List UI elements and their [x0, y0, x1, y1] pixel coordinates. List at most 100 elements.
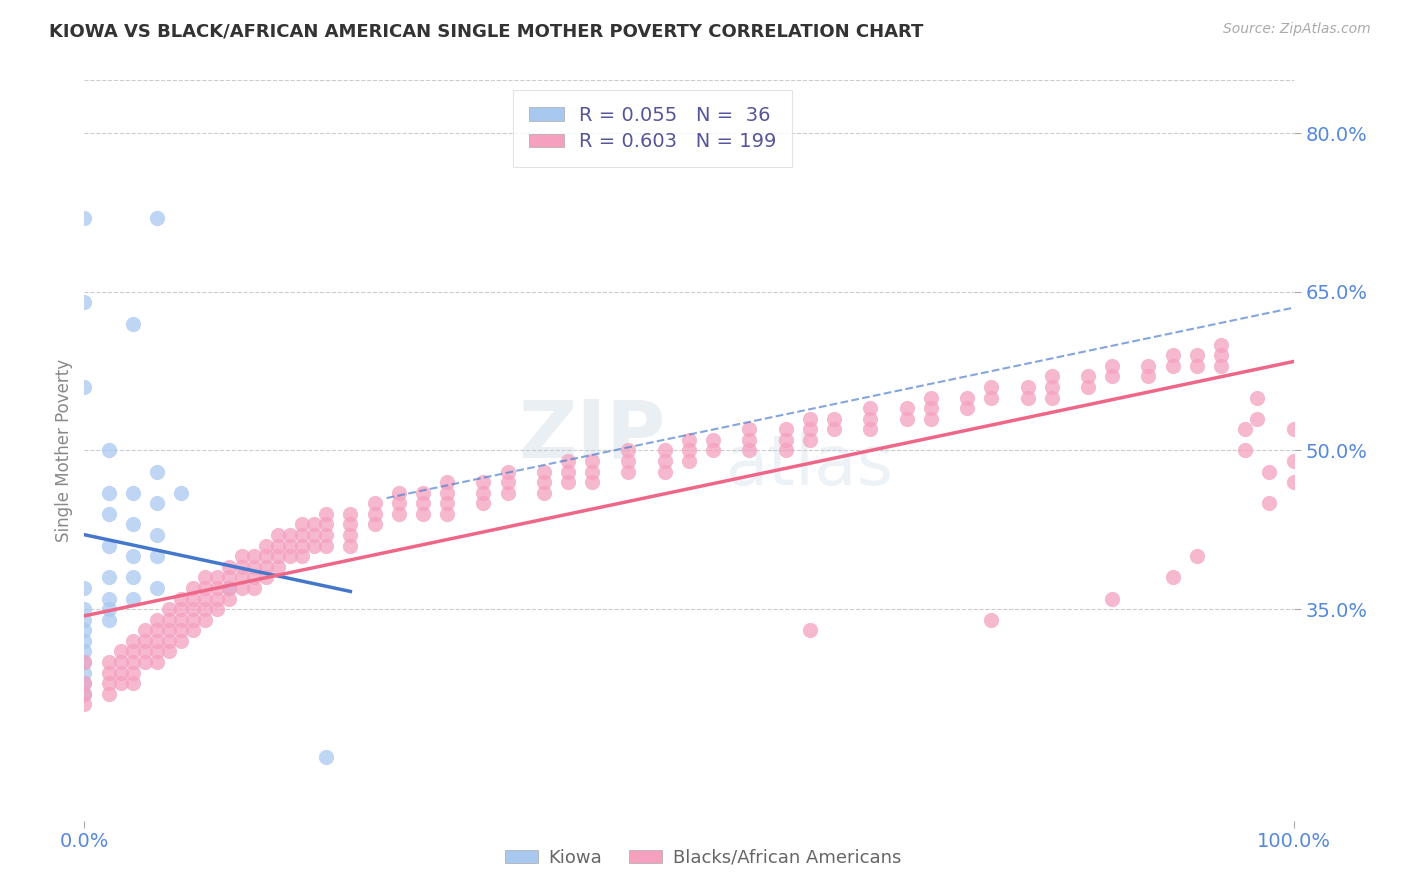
- Point: [146, 528, 169, 542]
- Point: [157, 644, 180, 658]
- Point: [121, 485, 143, 500]
- Point: [97, 539, 120, 553]
- Point: [1258, 465, 1281, 479]
- Point: [170, 485, 193, 500]
- Point: [799, 624, 821, 638]
- Point: [654, 443, 676, 458]
- Point: [170, 624, 193, 638]
- Point: [1137, 369, 1160, 384]
- Point: [315, 507, 337, 521]
- Point: [1185, 549, 1208, 564]
- Point: [1137, 359, 1160, 373]
- Point: [170, 602, 193, 616]
- Point: [436, 475, 458, 490]
- Point: [121, 549, 143, 564]
- Point: [194, 602, 217, 616]
- Point: [472, 475, 495, 490]
- Point: [218, 581, 240, 595]
- Point: [97, 676, 120, 690]
- Point: [581, 465, 603, 479]
- Point: [278, 539, 301, 553]
- Point: [1185, 359, 1208, 373]
- Point: [134, 644, 156, 658]
- Point: [859, 401, 882, 416]
- Point: [134, 624, 156, 638]
- Point: [315, 750, 337, 764]
- Point: [1209, 348, 1232, 362]
- Point: [121, 644, 143, 658]
- Point: [73, 665, 96, 680]
- Point: [1282, 454, 1305, 468]
- Point: [134, 633, 156, 648]
- Point: [799, 422, 821, 436]
- Y-axis label: Single Mother Poverty: Single Mother Poverty: [55, 359, 73, 542]
- Point: [121, 655, 143, 669]
- Point: [1017, 391, 1039, 405]
- Point: [157, 613, 180, 627]
- Point: [157, 633, 180, 648]
- Point: [557, 454, 579, 468]
- Point: [388, 485, 411, 500]
- Point: [278, 528, 301, 542]
- Point: [73, 624, 96, 638]
- Point: [823, 422, 845, 436]
- Point: [73, 295, 96, 310]
- Point: [412, 507, 434, 521]
- Point: [267, 549, 290, 564]
- Point: [557, 475, 579, 490]
- Point: [121, 317, 143, 331]
- Point: [218, 559, 240, 574]
- Point: [73, 655, 96, 669]
- Point: [110, 676, 132, 690]
- Text: KIOWA VS BLACK/AFRICAN AMERICAN SINGLE MOTHER POVERTY CORRELATION CHART: KIOWA VS BLACK/AFRICAN AMERICAN SINGLE M…: [49, 22, 924, 40]
- Point: [267, 559, 290, 574]
- Point: [231, 581, 253, 595]
- Point: [157, 602, 180, 616]
- Point: [194, 591, 217, 606]
- Point: [157, 624, 180, 638]
- Point: [242, 559, 264, 574]
- Point: [678, 454, 700, 468]
- Point: [339, 517, 361, 532]
- Point: [170, 633, 193, 648]
- Point: [146, 581, 169, 595]
- Text: ZIP: ZIP: [519, 397, 666, 475]
- Point: [97, 570, 120, 584]
- Point: [956, 391, 979, 405]
- Point: [73, 581, 96, 595]
- Point: [207, 570, 229, 584]
- Point: [654, 465, 676, 479]
- Point: [97, 655, 120, 669]
- Point: [218, 591, 240, 606]
- Point: [97, 443, 120, 458]
- Point: [1246, 391, 1268, 405]
- Point: [738, 422, 761, 436]
- Point: [1209, 337, 1232, 351]
- Point: [388, 507, 411, 521]
- Point: [97, 687, 120, 701]
- Legend: R = 0.055   N =  36, R = 0.603   N = 199: R = 0.055 N = 36, R = 0.603 N = 199: [513, 90, 792, 167]
- Point: [97, 613, 120, 627]
- Point: [121, 665, 143, 680]
- Point: [315, 539, 337, 553]
- Point: [363, 496, 385, 510]
- Point: [980, 613, 1002, 627]
- Point: [1282, 422, 1305, 436]
- Point: [412, 485, 434, 500]
- Point: [267, 539, 290, 553]
- Point: [146, 549, 169, 564]
- Point: [146, 211, 169, 225]
- Point: [97, 507, 120, 521]
- Point: [73, 698, 96, 712]
- Point: [496, 485, 519, 500]
- Point: [388, 496, 411, 510]
- Point: [823, 411, 845, 425]
- Point: [194, 570, 217, 584]
- Point: [1161, 570, 1184, 584]
- Point: [146, 613, 169, 627]
- Point: [73, 687, 96, 701]
- Point: [1077, 380, 1099, 394]
- Point: [194, 581, 217, 595]
- Point: [181, 602, 204, 616]
- Point: [181, 581, 204, 595]
